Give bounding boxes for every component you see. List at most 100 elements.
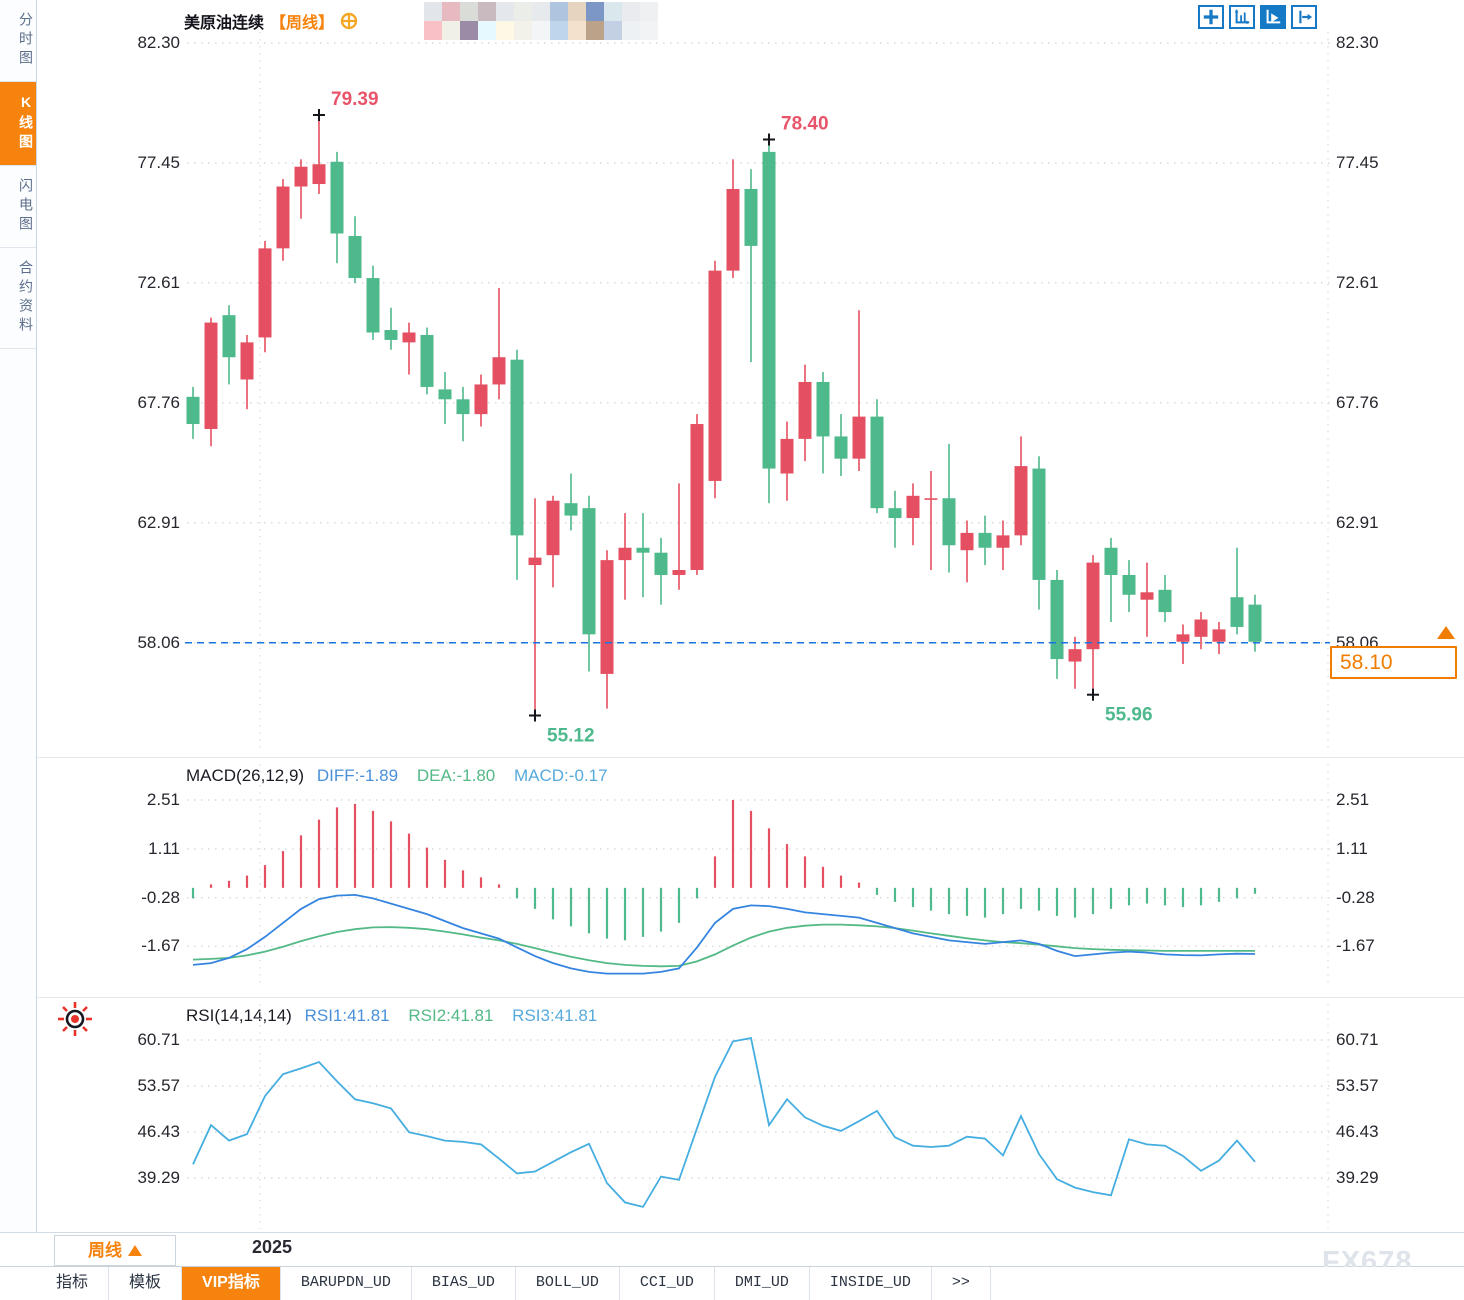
candlestick-panel[interactable]: 79.39 78.40 55.12 55.96 — [183, 30, 1330, 757]
macd-axis-label-right: 2.51 — [1336, 790, 1370, 809]
price-axis-label-left: 72.61 — [137, 272, 180, 292]
price-axis-label-left: 82.30 — [137, 33, 180, 52]
mosaic-cell — [514, 2, 532, 21]
mosaic-cell — [496, 2, 514, 21]
mosaic-cell — [586, 2, 604, 21]
rsi-axis-label-left: 60.71 — [137, 1030, 180, 1049]
svg-text:79.39: 79.39 — [331, 89, 379, 110]
mosaic-cell — [568, 21, 586, 40]
axis-play-tool-icon[interactable] — [1260, 5, 1286, 29]
price-annotation: 55.96 — [1087, 688, 1154, 727]
tab-dmi-ud[interactable]: DMI_UD — [715, 1267, 810, 1300]
crosshair-add-icon[interactable] — [340, 12, 358, 30]
price-axis-label-right: 62.91 — [1336, 512, 1379, 532]
svg-text:55.96: 55.96 — [1105, 705, 1153, 726]
tab-template[interactable]: 模板 — [109, 1267, 183, 1300]
rsi-panel[interactable] — [183, 1002, 1330, 1231]
mosaic-cell — [478, 21, 496, 40]
macd-axis-label-right: -0.28 — [1336, 887, 1375, 907]
mosaic-cell — [640, 2, 658, 21]
mosaic-cell — [622, 2, 640, 21]
chart-type-sidebar: 分时图 K线图 闪电图 合约资料 — [0, 0, 37, 1232]
timeframe-row: 周线 2025 — [0, 1232, 1464, 1267]
mosaic-cell — [460, 2, 478, 21]
rsi-axis-label-left: 53.57 — [137, 1076, 180, 1095]
mosaic-cell — [442, 21, 460, 40]
tab-inside-ud[interactable]: INSIDE_UD — [810, 1267, 932, 1300]
sidebar-tab-lightning-chart[interactable]: 闪电图 — [0, 166, 36, 248]
mosaic-cell — [460, 21, 478, 40]
rsi2-value: RSI2:41.81 — [408, 1006, 494, 1025]
macd-dea-value: DEA:-1.80 — [416, 766, 496, 785]
macd-axis-label-left: 2.51 — [146, 790, 180, 809]
move-tool-icon[interactable] — [1198, 5, 1224, 29]
macd-axis-label-right: 1.11 — [1336, 839, 1368, 858]
axis-scale-tool-icon[interactable] — [1229, 5, 1255, 29]
mosaic-cell — [640, 21, 658, 40]
rsi-axis-label-right: 46.43 — [1336, 1122, 1379, 1141]
price-axis-label-right: 72.61 — [1336, 272, 1379, 292]
mosaic-cell — [586, 21, 604, 40]
mosaic-cell — [424, 2, 442, 21]
mosaic-cell — [604, 2, 622, 21]
x-axis-year-label: 2025 — [252, 1237, 293, 1257]
dropdown-up-arrow-icon — [128, 1245, 142, 1256]
rsi-axis-label-right: 53.57 — [1336, 1076, 1379, 1095]
rsi-params-label: RSI(14,14,14) — [186, 1006, 292, 1025]
panel-divider — [37, 757, 1464, 758]
price-axis-label-right: 82.30 — [1336, 33, 1379, 52]
price-axis-label-right: 67.76 — [1336, 392, 1379, 412]
tab-boll-ud[interactable]: BOLL_UD — [516, 1267, 620, 1300]
send-right-tool-icon[interactable] — [1291, 5, 1317, 29]
rsi-line — [192, 1037, 1256, 1208]
current-price-badge: 58.10 — [1330, 646, 1457, 679]
mosaic-cell — [496, 21, 514, 40]
mosaic-cell — [604, 21, 622, 40]
tab-more[interactable]: >> — [932, 1267, 991, 1300]
mosaic-cell — [478, 2, 496, 21]
rsi3-value: RSI3:41.81 — [512, 1006, 598, 1025]
mosaic-cell — [550, 2, 568, 21]
tab-indicator[interactable]: 指标 — [36, 1267, 110, 1300]
redacted-quote-mosaic — [424, 2, 658, 40]
macd-axis-label-left: -0.28 — [141, 887, 180, 907]
rsi-axis-label-right: 39.29 — [1336, 1168, 1379, 1187]
indicator-tab-bar: 指标 模板 VIP指标 BARUPDN_UD BIAS_UD BOLL_UD C… — [0, 1267, 1464, 1300]
macd-axis-label-left: 1.11 — [148, 839, 180, 858]
price-annotation: 79.39 — [313, 88, 380, 121]
macd-params-label: MACD(26,12,9) — [186, 766, 305, 785]
price-annotation: 78.40 — [763, 112, 830, 146]
price-axis-label-left: 77.45 — [137, 153, 180, 172]
diff-line — [192, 893, 1256, 975]
price-axis-label-right: 77.45 — [1336, 153, 1379, 172]
panel-divider — [37, 997, 1464, 998]
macd-macd-value: MACD:-0.17 — [514, 766, 608, 785]
tab-vip-indicator[interactable]: VIP指标 — [182, 1267, 281, 1300]
macd-header: MACD(26,12,9) DIFF:-1.89 DEA:-1.80 MACD:… — [186, 766, 608, 786]
mosaic-cell — [568, 2, 586, 21]
sidebar-tab-time-chart[interactable]: 分时图 — [0, 0, 36, 82]
tab-barupdn-ud[interactable]: BARUPDN_UD — [281, 1267, 412, 1300]
chart-toolbar — [1198, 5, 1317, 29]
price-annotation: 55.12 — [529, 709, 596, 748]
sidebar-tab-contract-info[interactable]: 合约资料 — [0, 248, 36, 349]
macd-diff-value: DIFF:-1.89 — [316, 766, 399, 785]
macd-axis-label-left: -1.67 — [141, 936, 180, 956]
tab-cci-ud[interactable]: CCI_UD — [620, 1267, 715, 1300]
mosaic-cell — [532, 2, 550, 21]
price-axis-label-left: 62.91 — [137, 512, 180, 532]
macd-panel[interactable] — [183, 762, 1330, 990]
chart-header: 美原油连续 【周线】 — [184, 8, 358, 34]
tab-bias-ud[interactable]: BIAS_UD — [412, 1267, 516, 1300]
macd-histogram — [191, 800, 1257, 941]
sidebar-tab-kline-chart[interactable]: K线图 — [0, 82, 36, 166]
mosaic-cell — [424, 21, 442, 40]
macd-axis-label-right: -1.67 — [1336, 936, 1375, 956]
rsi1-value: RSI1:41.81 — [304, 1006, 390, 1025]
alert-sun-icon[interactable] — [52, 996, 98, 1042]
timeframe-dropdown-button[interactable]: 周线 — [54, 1235, 176, 1266]
dea-line — [192, 923, 1255, 968]
price-up-arrow-icon — [1437, 626, 1455, 639]
rsi-axis-label-left: 46.43 — [137, 1122, 180, 1141]
